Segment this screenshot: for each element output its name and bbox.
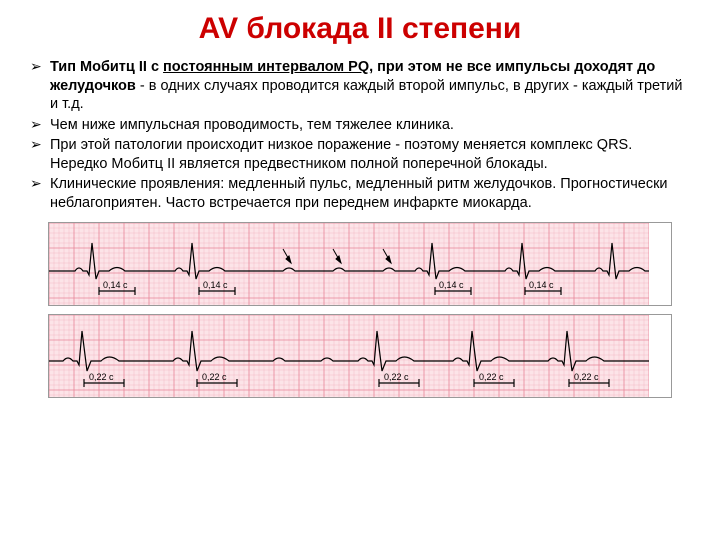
- bullet-item: Тип Мобитц II с постоянным интервалом PQ…: [28, 58, 692, 114]
- bullet-bold-lead: Тип Мобитц II с: [50, 59, 159, 75]
- svg-text:0,22 с: 0,22 с: [89, 372, 114, 382]
- svg-text:0,14 с: 0,14 с: [103, 280, 128, 290]
- ecg-container: 0,14 с0,14 с0,14 с0,14 с 0,22 с0,22 с0,2…: [28, 222, 692, 398]
- ecg-strip-1: 0,14 с 0,14 с 0,14 с 0,14 с: [48, 222, 672, 306]
- page-title: AV блокада II степени: [28, 12, 692, 46]
- bullet-item: При этой патологии происходит низкое пор…: [28, 136, 692, 173]
- svg-text:0,22 с: 0,22 с: [574, 372, 599, 382]
- svg-text:0,14 с: 0,14 с: [203, 280, 228, 290]
- bullet-item: Чем ниже импульсная проводимость, тем тя…: [28, 116, 692, 135]
- bullet-list: Тип Мобитц II с постоянным интервалом PQ…: [28, 58, 692, 212]
- svg-text:0,22 с: 0,22 с: [202, 372, 227, 382]
- bullet-item: Клинические проявления: медленный пульс,…: [28, 175, 692, 212]
- svg-text:0,14 с: 0,14 с: [439, 280, 464, 290]
- bullet-rest: - в одних случаях проводится каждый втор…: [50, 78, 682, 113]
- svg-text:0,14 с: 0,14 с: [529, 280, 554, 290]
- svg-text:0,22 с: 0,22 с: [479, 372, 504, 382]
- svg-text:0,22 с: 0,22 с: [384, 372, 409, 382]
- ecg-strip-2: 0,22 с 0,22 с 0,22 с 0,22 с 0,22 с: [48, 314, 672, 398]
